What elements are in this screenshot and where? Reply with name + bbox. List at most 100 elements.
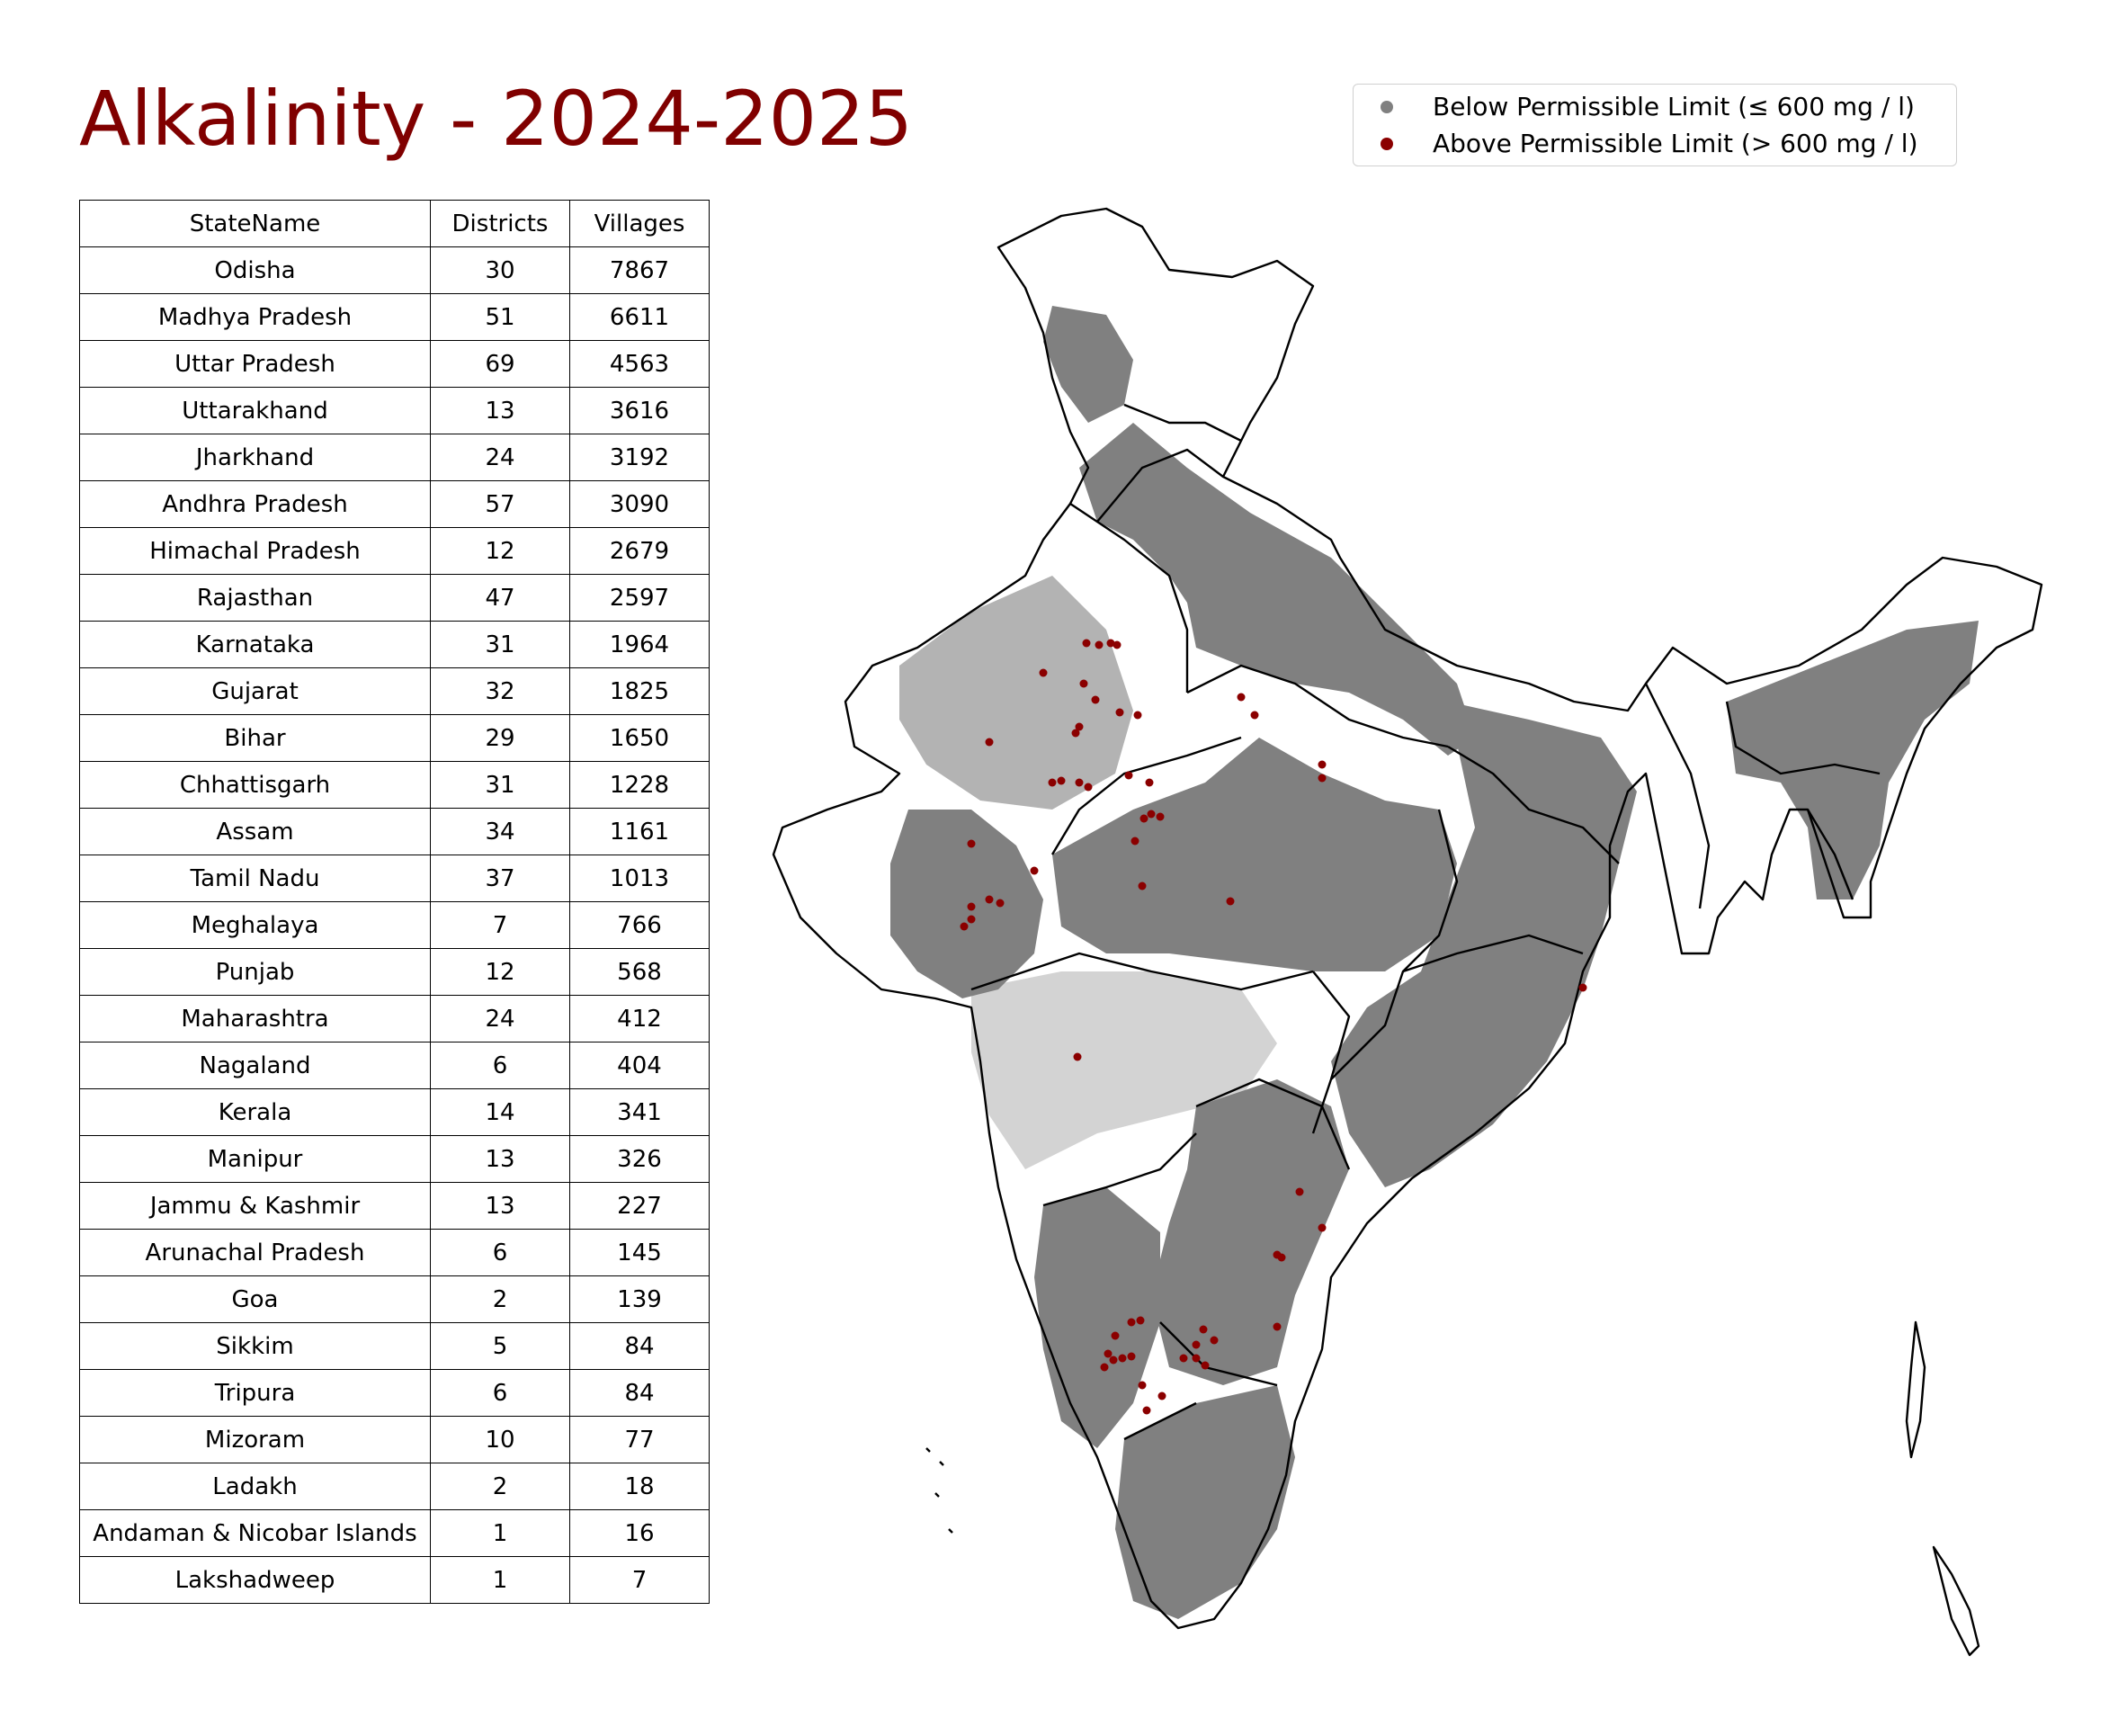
cell-statename: Goa: [79, 1275, 431, 1323]
exceedance-point: [1071, 729, 1080, 738]
exceedance-point: [1318, 760, 1327, 769]
exceedance-point: [1250, 711, 1259, 720]
cell-statename: Chhattisgarh: [79, 761, 431, 809]
cell-statename: Gujarat: [79, 667, 431, 715]
exceedance-point: [1057, 776, 1066, 785]
cell-statename: Andhra Pradesh: [79, 480, 431, 528]
state-boundaries: [772, 207, 2043, 1657]
cell-statename: Tripura: [79, 1369, 431, 1417]
table-row: Karnataka 31 1964: [79, 621, 710, 668]
exceedance-point: [1210, 1336, 1219, 1345]
cell-statename: Arunachal Pradesh: [79, 1229, 431, 1276]
cell-villages: 2679: [569, 527, 710, 575]
india-map: [772, 207, 2043, 1657]
table-row: Maharashtra 24 412: [79, 995, 710, 1042]
exceedance-point: [1273, 1322, 1282, 1331]
red-dot-icon: [1381, 137, 1393, 150]
exceedance-point: [1138, 881, 1147, 890]
sampling-coverage-shading: [890, 306, 1979, 1619]
cell-villages: 1825: [569, 667, 710, 715]
table-row: Goa 2 139: [79, 1275, 710, 1323]
cell-villages: 1161: [569, 808, 710, 855]
cell-districts: 1: [430, 1509, 570, 1557]
cell-districts: 47: [430, 574, 570, 622]
cell-villages: 139: [569, 1275, 710, 1323]
cell-villages: 4563: [569, 340, 710, 388]
table-row: Gujarat 32 1825: [79, 667, 710, 715]
table-row: Odisha 30 7867: [79, 246, 710, 294]
exceedance-point: [1127, 1352, 1136, 1361]
cell-statename: Sikkim: [79, 1322, 431, 1370]
cell-districts: 12: [430, 948, 570, 996]
cell-villages: 568: [569, 948, 710, 996]
table-row: Jammu & Kashmir 13 227: [79, 1182, 710, 1230]
cell-villages: 145: [569, 1229, 710, 1276]
cell-statename: Rajasthan: [79, 574, 431, 622]
cell-statename: Maharashtra: [79, 995, 431, 1042]
exceedance-point: [967, 839, 976, 848]
cell-districts: 69: [430, 340, 570, 388]
exceedance-point: [1082, 639, 1091, 648]
cell-villages: 341: [569, 1088, 710, 1136]
exceedance-point: [1127, 1318, 1136, 1327]
cell-villages: 18: [569, 1463, 710, 1510]
table-row: Lakshadweep 1 7: [79, 1556, 710, 1604]
cell-districts: 6: [430, 1229, 570, 1276]
exceedance-points: [960, 639, 1587, 1415]
table-row: Punjab 12 568: [79, 948, 710, 996]
exceedance-point: [1030, 866, 1039, 875]
table-row: Assam 34 1161: [79, 808, 710, 855]
exceedance-point: [1179, 1354, 1188, 1363]
cell-statename: Andaman & Nicobar Islands: [79, 1509, 431, 1557]
exceedance-point: [1075, 722, 1084, 731]
table-body: Odisha 30 7867 Madhya Pradesh 51 6611 Uttar Pr…: [79, 246, 710, 1604]
cell-statename: Uttar Pradesh: [79, 340, 431, 388]
cell-villages: 7: [569, 1556, 710, 1604]
cell-statename: Odisha: [79, 246, 431, 294]
exceedance-point: [985, 895, 994, 904]
exceedance-point: [1139, 814, 1148, 823]
cell-districts: 6: [430, 1042, 570, 1089]
table-row: Uttarakhand 13 3616: [79, 387, 710, 434]
exceedance-point: [1115, 708, 1124, 717]
cell-statename: Ladakh: [79, 1463, 431, 1510]
table-row: Tamil Nadu 37 1013: [79, 855, 710, 902]
cell-districts: 57: [430, 480, 570, 528]
column-header-villages: Villages: [569, 200, 710, 247]
exceedance-point: [1201, 1361, 1210, 1370]
cell-statename: Madhya Pradesh: [79, 293, 431, 341]
exceedance-point: [1147, 810, 1156, 819]
legend-item-above: Above Permissible Limit (> 600 mg / l): [1381, 129, 1918, 158]
table-header-row: StateName Districts Villages: [79, 200, 710, 247]
cell-districts: 37: [430, 855, 570, 902]
exceedance-point: [1084, 783, 1093, 792]
exceedance-point: [1075, 778, 1084, 787]
exceedance-point: [996, 899, 1005, 908]
exceedance-point: [1138, 1381, 1147, 1390]
column-header-districts: Districts: [430, 200, 570, 247]
cell-villages: 84: [569, 1369, 710, 1417]
exceedance-point: [967, 902, 976, 911]
exceedance-point: [1295, 1187, 1304, 1196]
exceedance-point: [1156, 812, 1165, 821]
cell-districts: 24: [430, 995, 570, 1042]
exceedance-point: [1142, 1406, 1151, 1415]
cell-villages: 227: [569, 1182, 710, 1230]
cell-districts: 31: [430, 621, 570, 668]
cell-villages: 84: [569, 1322, 710, 1370]
cell-statename: Mizoram: [79, 1416, 431, 1463]
exceedance-point: [1124, 771, 1133, 780]
legend-item-below: Below Permissible Limit (≤ 600 mg / l): [1381, 92, 1915, 121]
exceedance-point: [960, 922, 969, 931]
gray-dot-icon: [1381, 100, 1393, 113]
cell-statename: Lakshadweep: [79, 1556, 431, 1604]
exceedance-point: [1039, 668, 1048, 677]
exceedance-point: [1237, 693, 1246, 702]
table-row: Ladakh 2 18: [79, 1463, 710, 1510]
cell-statename: Jharkhand: [79, 434, 431, 481]
table-row: Rajasthan 47 2597: [79, 574, 710, 622]
cell-districts: 2: [430, 1463, 570, 1510]
exceedance-point: [1111, 1331, 1120, 1340]
table-row: Madhya Pradesh 51 6611: [79, 293, 710, 341]
exceedance-point: [1118, 1354, 1127, 1363]
